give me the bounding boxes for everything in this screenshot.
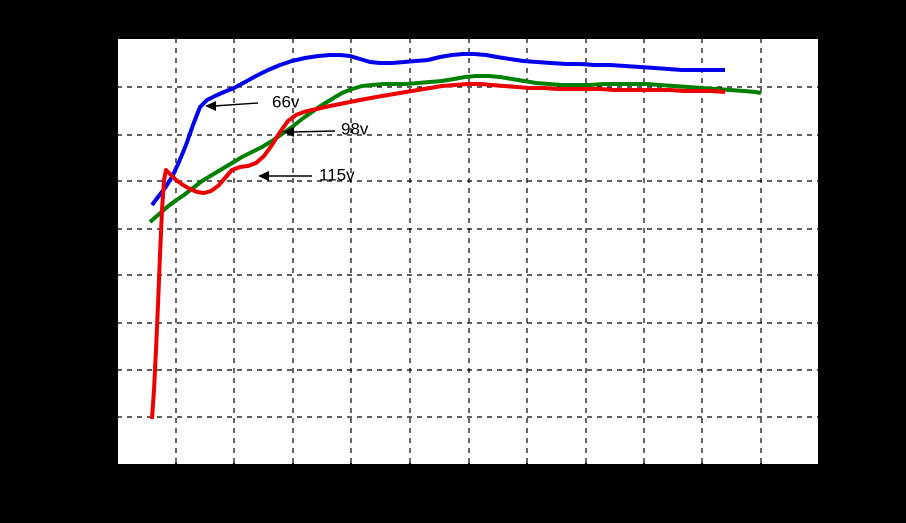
annotation-arrow-head-98v <box>283 127 294 137</box>
annotation-arrow-shaft-98v <box>291 130 336 133</box>
annotation-label-66v: 66v <box>272 92 300 111</box>
series-line-98v <box>148 74 762 224</box>
annotation-arrow-shaft-66v <box>213 102 259 107</box>
annotation-label-115v: 115v <box>319 165 355 184</box>
annotation-arrow-head-115v <box>258 171 269 181</box>
data-series-group <box>148 52 762 420</box>
annotation-98v: 98v <box>283 119 369 138</box>
axis-spines <box>116 37 818 464</box>
series-line-66v <box>150 52 725 207</box>
annotations-group: 66v 98v 115v <box>205 92 369 184</box>
series-line-115v <box>150 82 726 420</box>
plot-area-background <box>117 38 818 464</box>
annotation-115v: 115v <box>258 165 355 184</box>
annotation-label-98v: 98v <box>341 119 369 138</box>
vertical-gridlines <box>175 38 762 464</box>
annotation-66v: 66v <box>205 92 300 111</box>
annotation-arrow-head-66v <box>205 101 216 111</box>
